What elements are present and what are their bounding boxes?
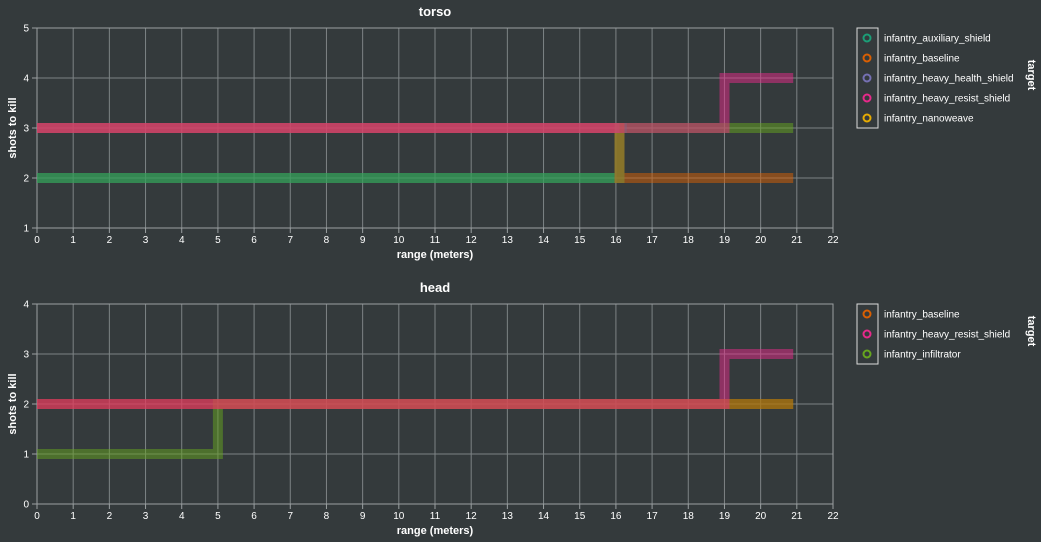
x-tick-label: 10 (393, 511, 405, 522)
legend-symbol (862, 113, 872, 123)
x-tick-label: 13 (502, 235, 514, 246)
series-line-infantry_nanoweave (37, 123, 794, 183)
legend-symbol (862, 53, 872, 63)
legend-symbol (862, 33, 872, 43)
series-line-infantry_baseline (37, 123, 794, 183)
y-tick-label: 3 (23, 124, 29, 135)
legend-label: infantry_baseline (884, 54, 960, 65)
x-tick-label: 0 (34, 235, 40, 246)
legend-symbol (862, 73, 872, 83)
x-tick-label: 14 (538, 511, 550, 522)
x-tick-label: 5 (215, 511, 221, 522)
y-tick-label: 1 (23, 224, 29, 235)
series-line-infantry_heavy_resist_shield (37, 349, 794, 409)
x-tick-label: 19 (719, 511, 731, 522)
x-tick-label: 8 (324, 235, 330, 246)
x-tick-label: 22 (827, 511, 839, 522)
y-tick-label: 0 (23, 500, 29, 511)
x-tick-label: 17 (647, 511, 659, 522)
x-tick-label: 18 (683, 235, 695, 246)
x-tick-label: 22 (827, 235, 839, 246)
x-tick-label: 18 (683, 511, 695, 522)
x-tick-label: 2 (107, 235, 113, 246)
x-tick-label: 0 (34, 511, 40, 522)
legend-label: infantry_baseline (884, 310, 960, 321)
y-tick-label: 1 (23, 450, 29, 461)
legend: infantry_auxiliary_shield infantry_baseli… (856, 27, 1037, 129)
legend-symbol (862, 93, 872, 103)
legend-box (856, 303, 879, 365)
chart-panel-torso: 0 1 2 3 4 5 6 7 8 9 10 11 12 13 14 15 16 17 18 19 20 21 221234… (7, 4, 1037, 261)
x-tick-label: 14 (538, 235, 550, 246)
y-axis: 0 1 2 3 4 (23, 300, 37, 511)
y-tick-label: 5 (23, 24, 29, 35)
x-tick-label: 7 (287, 511, 293, 522)
series-line-infantry_auxiliary_shield (37, 123, 627, 183)
x-tick-label: 1 (70, 511, 76, 522)
x-tick-label: 1 (70, 235, 76, 246)
series-group (37, 349, 794, 459)
legend-label: infantry_nanoweave (884, 114, 974, 125)
x-tick-label: 21 (791, 235, 803, 246)
legend-symbol (862, 329, 872, 339)
x-tick-label: 15 (574, 511, 586, 522)
x-tick-label: 20 (755, 511, 767, 522)
x-tick-label: 8 (324, 511, 330, 522)
legend-label: infantry_heavy_health_shield (884, 74, 1014, 85)
x-tick-label: 12 (466, 235, 478, 246)
x-tick-label: 4 (179, 235, 185, 246)
y-tick-label: 4 (23, 74, 29, 85)
y-tick-label: 3 (23, 350, 29, 361)
x-tick-label: 16 (610, 235, 622, 246)
x-tick-label: 13 (502, 511, 514, 522)
x-axis-label: range (meters) (397, 249, 474, 261)
x-tick-label: 11 (430, 235, 441, 246)
y-tick-label: 4 (23, 300, 29, 311)
legend-symbol (862, 349, 872, 359)
x-tick-label: 7 (287, 235, 293, 246)
legend-box (856, 27, 879, 129)
x-tick-label: 5 (215, 235, 221, 246)
x-tick-label: 21 (791, 511, 803, 522)
y-axis: 1 2 3 4 5 (23, 24, 37, 235)
legend: infantry_baseline infantry_heavy_resist_s… (856, 303, 1037, 365)
legend-symbol (862, 309, 872, 319)
y-axis-label: shots to kill (7, 373, 19, 434)
x-tick-label: 9 (360, 511, 366, 522)
legend-label: infantry_infiltrator (884, 350, 961, 361)
x-tick-label: 17 (647, 235, 659, 246)
x-tick-label: 20 (755, 235, 767, 246)
legend-label: infantry_heavy_resist_shield (884, 330, 1010, 341)
x-tick-label: 6 (251, 511, 257, 522)
x-tick-label: 16 (610, 511, 622, 522)
x-axis: 0 1 2 3 4 5 6 7 8 9 10 11 12 13 14 15 16 17 18 19 20 21 22 (34, 228, 839, 246)
y-axis-label: shots to kill (7, 97, 19, 158)
legend-label: infantry_auxiliary_shield (884, 34, 991, 45)
x-tick-label: 15 (574, 235, 586, 246)
x-tick-label: 2 (107, 511, 113, 522)
x-tick-label: 19 (719, 235, 731, 246)
chart-title: torso (419, 4, 452, 19)
x-tick-label: 3 (143, 235, 149, 246)
chart-panel-head: 0 1 2 3 4 5 6 7 8 9 10 11 12 13 14 15 16 17 18 19 20 21 220123… (7, 280, 1037, 537)
legend-label: infantry_heavy_resist_shield (884, 94, 1010, 105)
x-tick-label: 12 (466, 511, 478, 522)
x-tick-label: 4 (179, 511, 185, 522)
series-line-infantry_infiltrator (37, 399, 794, 459)
series-line-infantry_heavy_resist_shield (37, 73, 794, 133)
chart-title: head (420, 280, 450, 295)
x-axis-label: range (meters) (397, 525, 474, 537)
y-tick-label: 2 (23, 174, 29, 185)
legend-title: target (1025, 60, 1037, 91)
x-tick-label: 6 (251, 235, 257, 246)
x-tick-label: 9 (360, 235, 366, 246)
x-tick-label: 3 (143, 511, 149, 522)
x-tick-label: 10 (393, 235, 405, 246)
series-group (37, 73, 794, 183)
x-axis: 0 1 2 3 4 5 6 7 8 9 10 11 12 13 14 15 16 17 18 19 20 21 22 (34, 504, 839, 522)
x-tick-label: 11 (430, 511, 441, 522)
y-tick-label: 2 (23, 400, 29, 411)
legend-title: target (1025, 316, 1037, 347)
